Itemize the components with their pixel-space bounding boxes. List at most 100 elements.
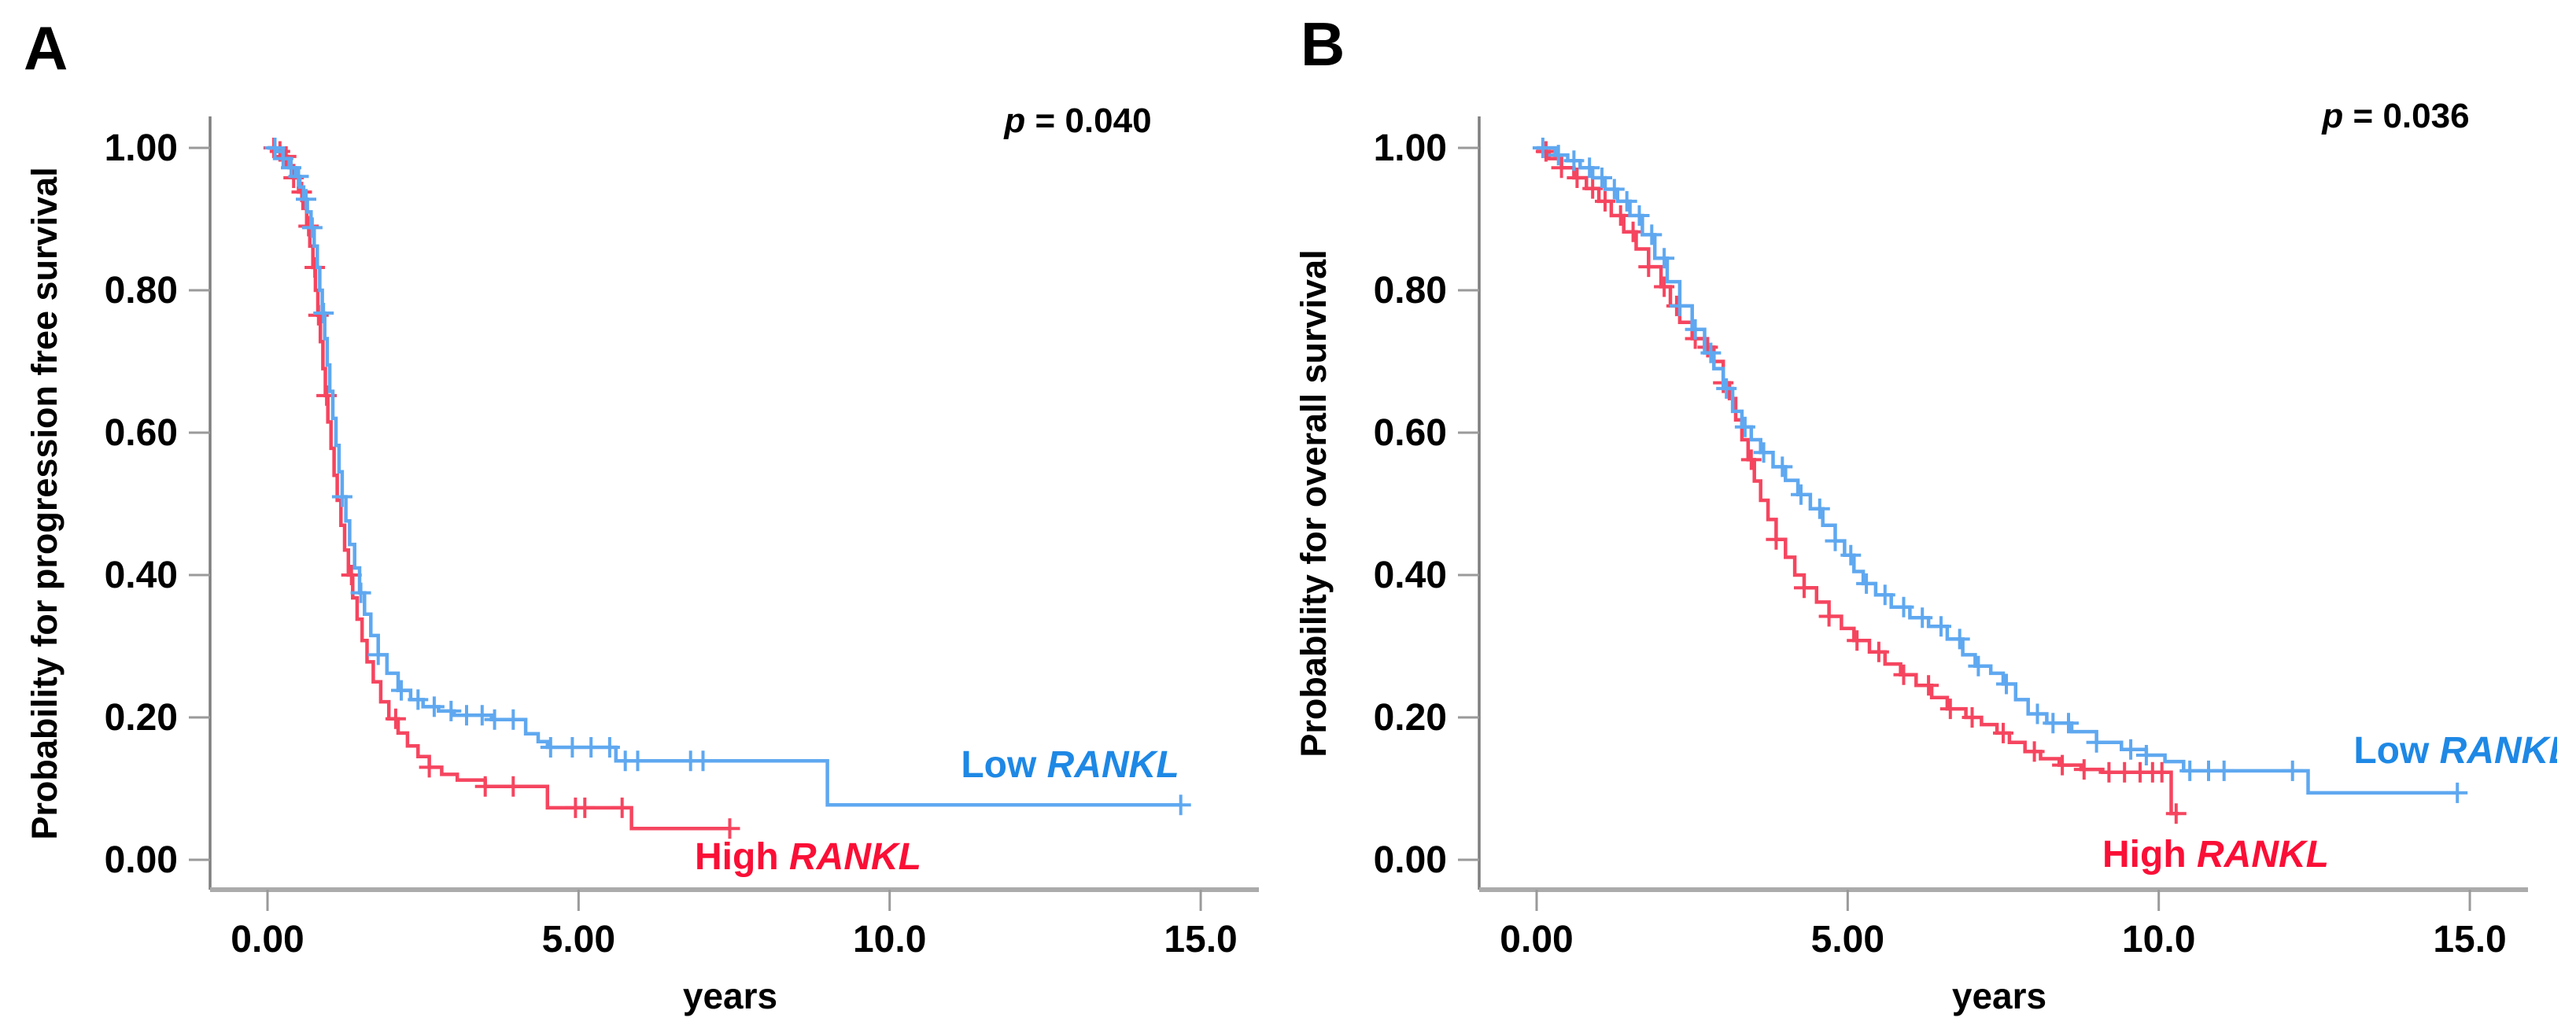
censor-mark-icon xyxy=(313,303,334,323)
censor-mark-icon xyxy=(1616,190,1637,212)
censor-mark-icon xyxy=(350,582,371,603)
censor-mark-icon xyxy=(2151,761,2172,783)
censor-marks-low-rankl xyxy=(1532,138,2468,803)
curve-label-high-rankl-a: High RANKL xyxy=(695,836,921,878)
y-tick-label: 0.60 xyxy=(105,412,178,454)
censor-mark-icon xyxy=(599,737,620,758)
censor-mark-icon xyxy=(474,776,496,797)
censor-mark-icon xyxy=(264,138,286,158)
km-plot-panel-a: A 1.00 0.80 0.60 0.40 0.20 0.00 0.00 5.00 10.0 15.… xyxy=(24,13,1259,1016)
censor-mark-icon xyxy=(1740,449,1762,470)
censor-mark-icon xyxy=(2165,803,2187,824)
y-tick-label: 0.20 xyxy=(105,697,178,739)
censor-mark-icon xyxy=(719,818,740,839)
censor-mark-icon xyxy=(1949,629,1970,650)
censor-mark-icon xyxy=(1993,722,2013,743)
survival-curve-high-rankl xyxy=(268,146,730,831)
censor-mark-icon xyxy=(1825,530,1846,551)
censor-mark-icon xyxy=(1931,616,1951,637)
survival-curve-low-rankl xyxy=(268,146,1181,807)
censor-mark-icon xyxy=(1753,442,1774,463)
censor-mark-icon xyxy=(1641,224,1663,245)
censor-mark-icon xyxy=(503,709,524,730)
censor-mark-icon xyxy=(2120,739,2142,760)
censor-mark-icon xyxy=(1669,295,1690,316)
censor-mark-icon xyxy=(2027,703,2048,724)
censor-mark-icon xyxy=(627,750,648,772)
censor-mark-icon xyxy=(423,696,445,717)
censor-mark-icon xyxy=(1847,630,1868,651)
x-tick-label: 0.00 xyxy=(1500,919,1573,960)
censor-mark-icon xyxy=(288,166,309,187)
censor-mark-icon xyxy=(301,217,323,238)
censor-mark-icon xyxy=(692,750,714,772)
x-tick-label: 0.00 xyxy=(231,919,304,960)
censor-mark-icon xyxy=(1893,596,1914,618)
censor-mark-icon xyxy=(1610,205,1631,226)
axes-panel-a: 1.00 0.80 0.60 0.40 0.20 0.00 0.00 5.00 10.0 15.0 xyxy=(105,116,1259,960)
censor-mark-icon xyxy=(419,757,440,778)
censor-mark-icon xyxy=(1685,319,1706,340)
curve-label-high-rankl-b: High RANKL xyxy=(2102,834,2329,876)
panel-letter-a: A xyxy=(24,13,68,83)
series-high-rankl-b xyxy=(1535,141,2187,824)
p-value-label-a: p = 0.040 xyxy=(1003,101,1151,140)
x-tick-label: 15.0 xyxy=(1164,919,1237,960)
censor-mark-icon xyxy=(331,486,352,507)
censor-mark-icon xyxy=(1622,221,1644,242)
x-axis-title-a: years xyxy=(683,975,777,1016)
censor-mark-icon xyxy=(471,705,493,726)
censor-mark-icon xyxy=(1629,205,1650,226)
censor-mark-icon xyxy=(1772,456,1793,477)
censor-mark-icon xyxy=(611,797,633,818)
censor-mark-icon xyxy=(1939,699,1961,720)
y-tick-label: 0.00 xyxy=(105,839,178,881)
censor-mark-icon xyxy=(1893,664,1914,685)
censor-mark-icon xyxy=(1604,179,1625,200)
series-high-rankl-a xyxy=(263,138,740,839)
censor-mark-icon xyxy=(367,644,389,665)
censor-mark-icon xyxy=(1856,573,1877,594)
censor-mark-icon xyxy=(1535,141,1556,162)
censor-mark-icon xyxy=(2073,759,2094,780)
censor-mark-icon xyxy=(1912,607,1933,629)
censor-marks-high-rankl xyxy=(1535,141,2187,824)
axes-panel-b: 1.00 0.80 0.60 0.40 0.20 0.00 0.00 5.00 10.0 15.0 xyxy=(1374,116,2528,960)
y-axis-title-b: Probability for overall survival xyxy=(1294,249,1334,757)
censor-mark-icon xyxy=(1582,178,1604,199)
y-tick-label: 0.40 xyxy=(105,555,178,596)
censor-mark-icon xyxy=(275,146,297,167)
y-tick-label: 0.80 xyxy=(1374,270,1447,312)
censor-mark-icon xyxy=(1532,138,1553,158)
censor-mark-icon xyxy=(2052,754,2073,776)
censor-mark-icon xyxy=(574,797,596,818)
censor-mark-icon xyxy=(1170,795,1191,816)
censor-mark-icon xyxy=(1996,673,2017,695)
censor-mark-icon xyxy=(2024,741,2045,762)
km-plot-panel-b: B 1.00 0.80 0.60 0.40 0.20 0.00 0.00 5.00 10.0 15.… xyxy=(1294,9,2557,1016)
censor-mark-icon xyxy=(1654,248,1675,269)
y-tick-label: 1.00 xyxy=(1374,127,1447,169)
curve-label-low-rankl-a: Low RANKL xyxy=(961,744,1179,786)
censor-mark-icon xyxy=(1592,168,1612,188)
censor-mark-icon xyxy=(2213,760,2235,781)
x-tick-label: 10.0 xyxy=(2122,919,2195,960)
x-tick-label: 15.0 xyxy=(2433,919,2506,960)
censor-mark-icon xyxy=(1716,378,1737,399)
censor-marks-high-rankl xyxy=(263,138,740,839)
censor-mark-icon xyxy=(1794,577,1814,599)
y-tick-label: 0.20 xyxy=(1374,697,1447,739)
y-tick-label: 0.00 xyxy=(1374,839,1447,881)
censor-mark-icon xyxy=(1818,606,1840,627)
x-tick-label: 5.00 xyxy=(1811,919,1884,960)
censor-mark-icon xyxy=(1638,256,1659,278)
x-tick-label: 5.00 xyxy=(542,919,615,960)
censor-mark-icon xyxy=(503,776,524,797)
p-value-label-b: p = 0.036 xyxy=(2321,97,2469,135)
censor-mark-icon xyxy=(1968,655,1989,677)
censor-mark-icon xyxy=(581,737,602,758)
censor-mark-icon xyxy=(1874,584,1895,606)
survival-curve-low-rankl xyxy=(1537,146,2458,795)
series-low-rankl-a xyxy=(264,138,1191,816)
censor-mark-icon xyxy=(2058,713,2079,734)
